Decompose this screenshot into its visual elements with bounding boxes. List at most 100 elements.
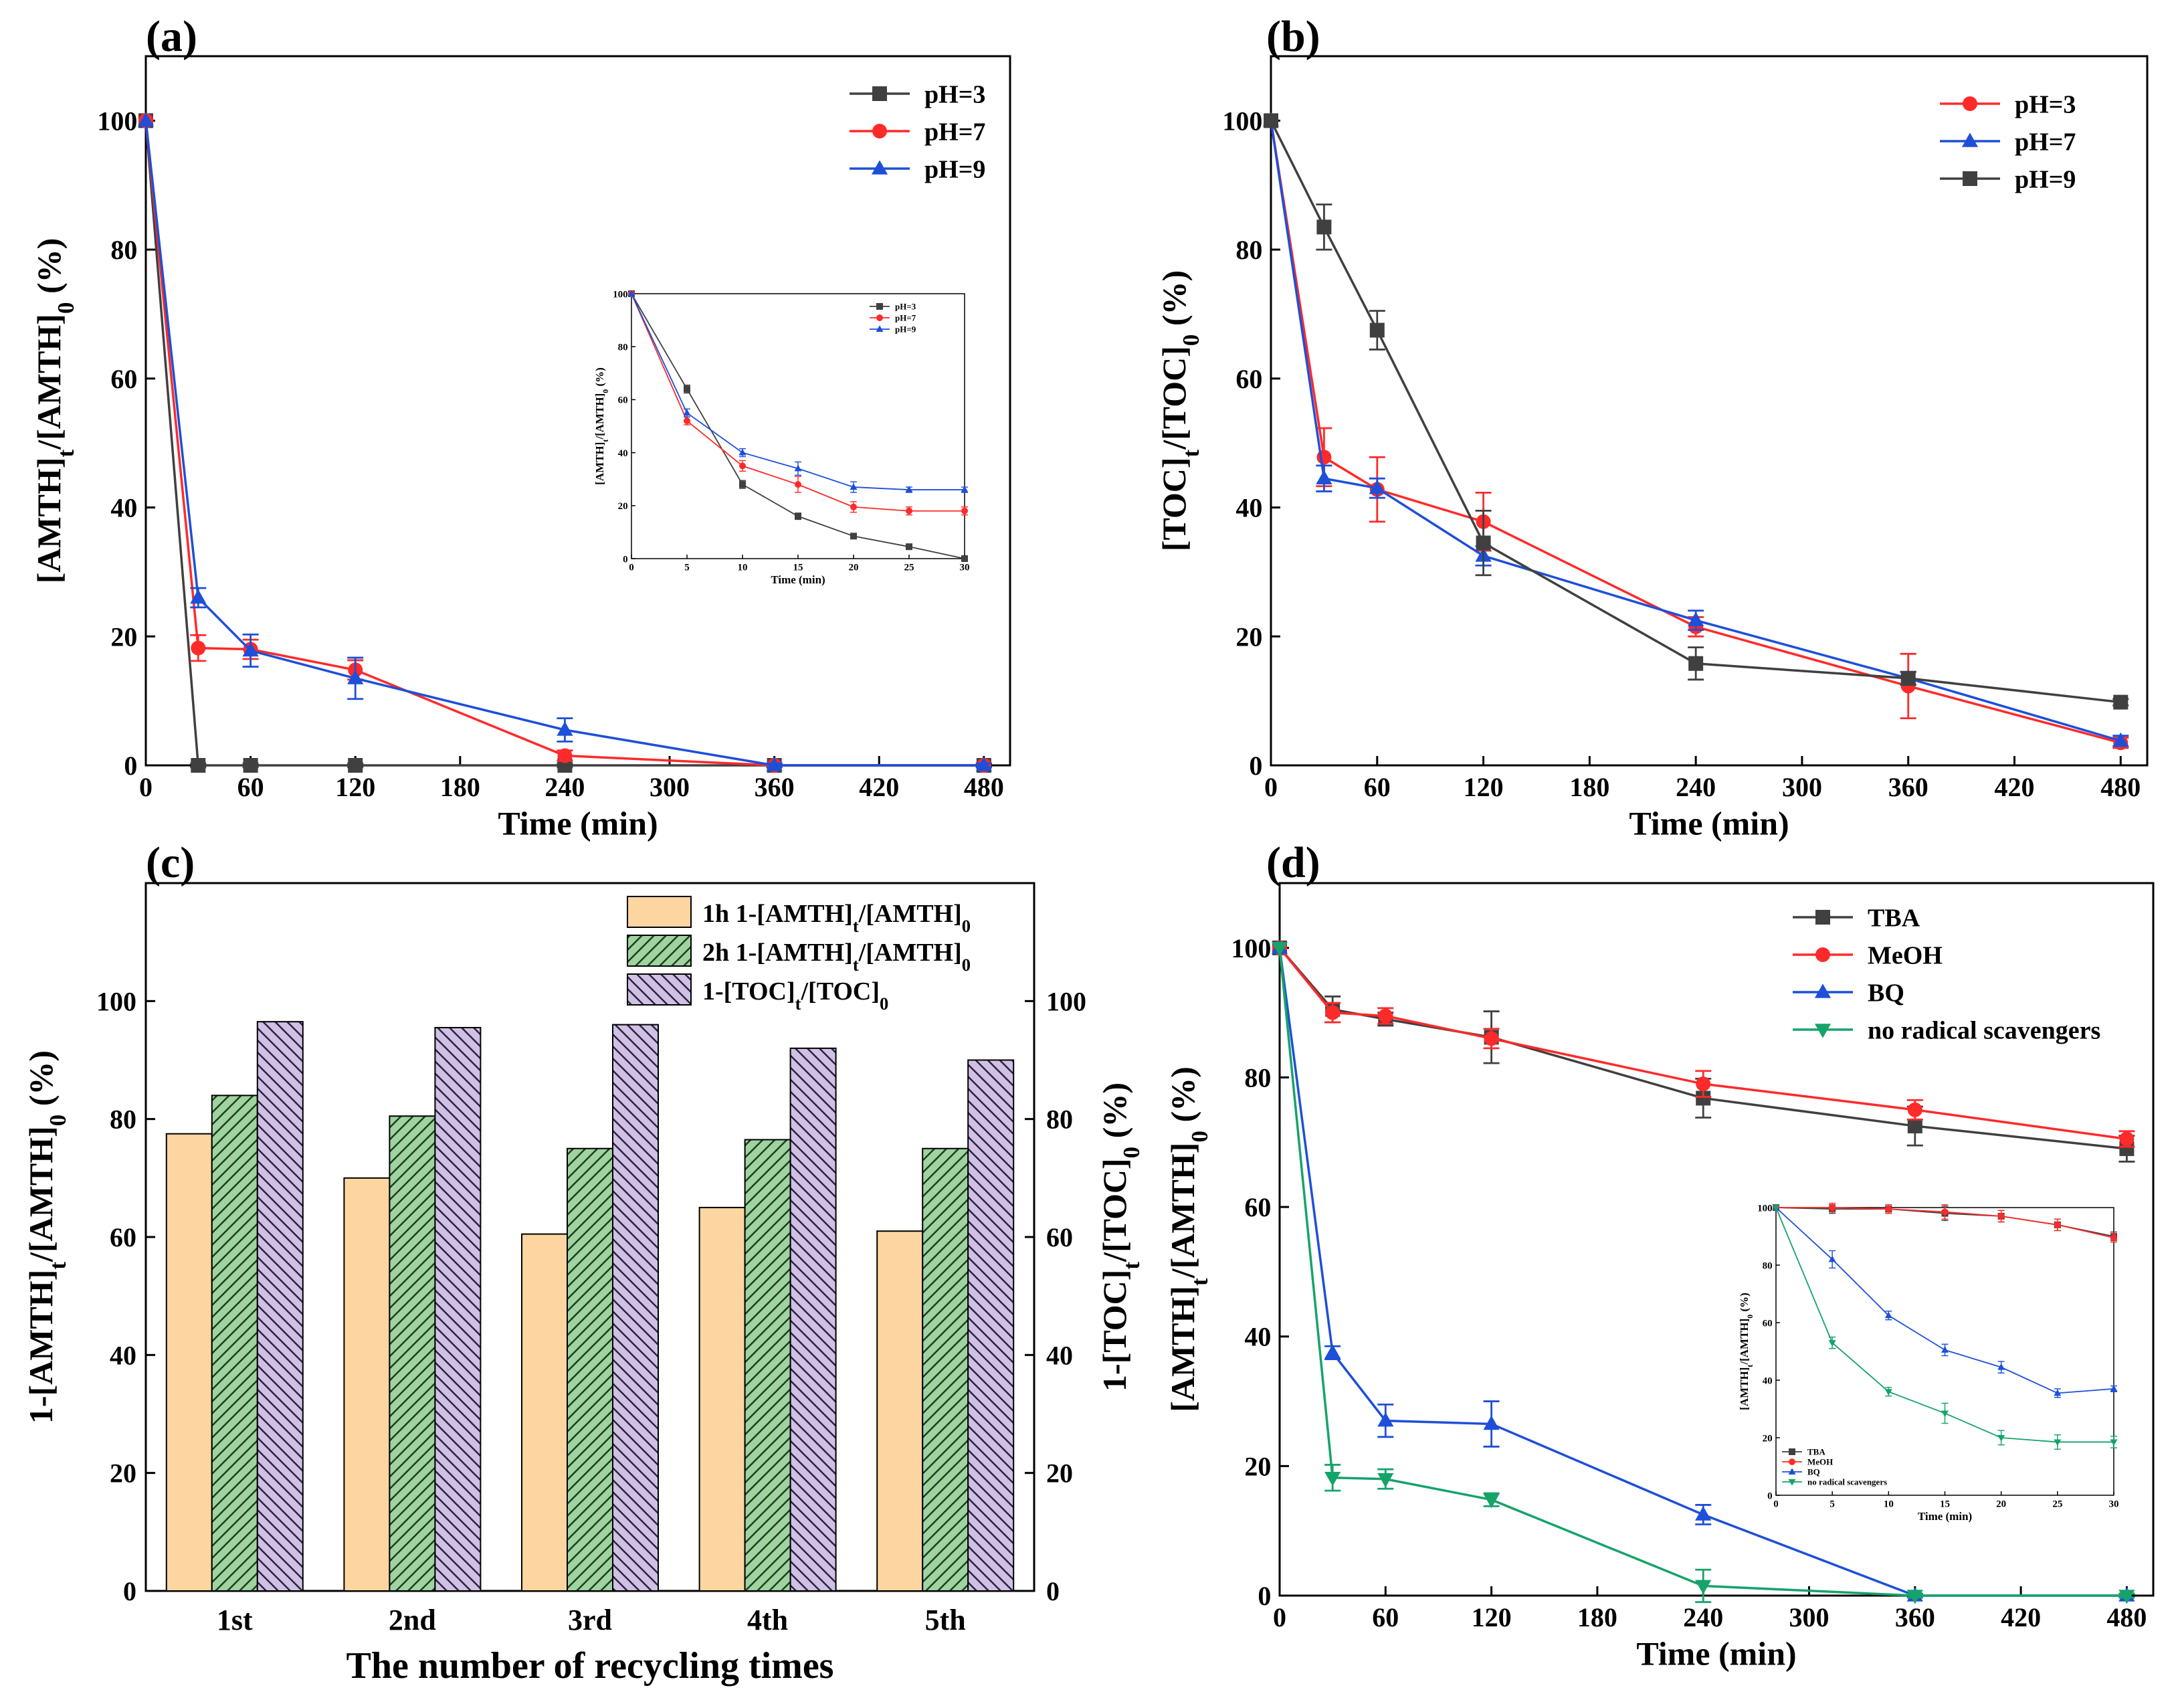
legend: pH=3pH=7pH=9 [1940, 90, 2076, 193]
x-axis-label: Time (min) [771, 573, 825, 586]
label-part: 1-[TOC] [1096, 1270, 1133, 1392]
legend-swatch [627, 896, 692, 928]
data-point [2113, 694, 2128, 710]
data-point [1997, 1212, 2005, 1220]
panel-d-inset: 0 5 10 15 20 25 30 0 20 40 60 80 100 Time (min) [AMTH]… [1738, 1202, 2119, 1523]
data-point [1377, 1412, 1394, 1427]
data-point [1941, 1410, 1949, 1418]
x-tick-label: 480 [2106, 1602, 2147, 1632]
data-point [850, 533, 857, 540]
bar [876, 1230, 924, 1592]
data-point [1325, 1005, 1341, 1020]
y-tick-label: 80 [1235, 235, 1262, 265]
label-part: [TOC] [1155, 457, 1193, 551]
data-point [850, 503, 857, 510]
y-tick-label: 20 [110, 622, 137, 652]
legend-marker [876, 303, 883, 310]
data-point [1316, 219, 1332, 235]
legend-label: pH=9 [924, 155, 985, 183]
category-label: 1st [217, 1604, 253, 1636]
data-point [906, 507, 912, 514]
data-point [1696, 1090, 1711, 1106]
legend-marker [1789, 1448, 1795, 1455]
x-tick-label: 120 [335, 772, 375, 802]
label-part: /[AMTH] [858, 939, 962, 967]
x-axis-label: The number of recycling times [346, 1645, 834, 1687]
data-point [2054, 1439, 2062, 1446]
legend-label: BQ [1807, 1467, 1820, 1477]
y-tick-label: 100 [1231, 933, 1271, 963]
data-point [1828, 1255, 1836, 1262]
x-tick-label: 240 [1683, 1602, 1723, 1632]
legend-marker [1814, 983, 1832, 998]
label-subscript: t [853, 916, 859, 936]
label-subscript: 0 [45, 1115, 71, 1127]
x-tick-label: 15 [1940, 1499, 1950, 1509]
bar [434, 1027, 482, 1592]
legend-marker [872, 124, 887, 138]
y-tick-label: 0 [1258, 1581, 1271, 1611]
y-tick-label: 60 [618, 395, 628, 406]
plot-frame [1270, 55, 2149, 767]
x-tick-label: 480 [2100, 772, 2141, 802]
x-tick-label: 240 [544, 772, 585, 802]
data-point [1907, 1102, 1922, 1117]
data-point [1941, 1346, 1949, 1353]
data-point [2112, 732, 2129, 747]
label-part: 2h 1-[AMTH] [702, 939, 853, 967]
x-tick-label: 360 [1888, 772, 1928, 802]
category-label: 3rd [568, 1604, 612, 1636]
label-part: (%) [1155, 270, 1193, 335]
x-tick-label: 180 [1569, 772, 1609, 802]
y-tick-label: 100 [97, 106, 137, 136]
data-point [1772, 1205, 1780, 1212]
x-tick-label: 180 [1577, 1602, 1617, 1632]
y2-tick-label: 40 [1046, 1340, 1073, 1370]
series-no-radical-scavengers [1271, 942, 2135, 1604]
label-part: /[AMTH] [30, 314, 68, 450]
label-part: /[AMTH] [22, 1126, 60, 1262]
data-point [1884, 1311, 1892, 1319]
y-tick-label: 80 [110, 235, 137, 265]
label-subscript: 0 [1178, 335, 1204, 347]
legend: 1h 1-[AMTH]t/[AMTH]02h 1-[AMTH]t/[AMTH]0… [627, 896, 971, 1014]
data-point [2054, 1221, 2061, 1228]
data-point [684, 417, 690, 425]
y-tick-label: 100 [613, 289, 628, 300]
label-part: 1-[TOC] [702, 977, 795, 1006]
bar [389, 1115, 436, 1592]
data-point [557, 721, 573, 736]
y-tick-label: 60 [1244, 1192, 1271, 1222]
y-tick-label: 40 [1763, 1375, 1773, 1386]
x-axis-label: Time (min) [1636, 1635, 1796, 1673]
legend-swatch [627, 935, 692, 967]
data-point [738, 448, 747, 456]
category-label: 5th [925, 1604, 966, 1636]
legend: pH=3pH=7pH=9 [870, 302, 916, 335]
legend-label: pH=3 [2015, 90, 2076, 118]
y2-tick-label: 80 [1046, 1105, 1073, 1135]
legend-label: pH=7 [895, 313, 916, 323]
label-subscript: 0 [1187, 1131, 1213, 1143]
series-ph-9 [137, 112, 992, 771]
y-tick-label: 80 [1763, 1260, 1773, 1271]
x-tick-label: 20 [1996, 1499, 2006, 1509]
x-tick-label: 25 [904, 562, 914, 573]
legend-marker [1963, 171, 1977, 186]
data-point [975, 757, 992, 771]
data-point [557, 748, 573, 763]
data-point [1695, 1580, 1712, 1595]
y-tick-label: 100 [1757, 1203, 1773, 1214]
label-subscript: t [853, 955, 859, 975]
legend-label: pH=3 [924, 80, 985, 108]
x-tick-label: 10 [738, 562, 748, 573]
y-axis-label: [TOC]t/[TOC]0 (%) [1155, 270, 1204, 551]
label-subscript: 0 [1745, 1315, 1755, 1319]
legend-marker [1961, 132, 1979, 147]
data-point [2110, 1439, 2118, 1446]
series-ph-9 [1264, 113, 2129, 710]
x-tick-label: 480 [964, 772, 1004, 802]
x-tick-label: 15 [793, 562, 803, 573]
legend-marker [876, 314, 883, 321]
category-label: 4th [747, 1604, 788, 1636]
